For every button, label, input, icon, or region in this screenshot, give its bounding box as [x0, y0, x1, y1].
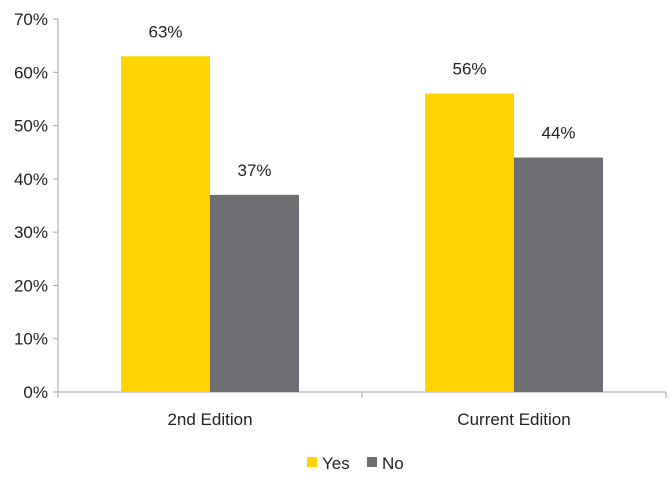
data-label: 44%: [541, 124, 575, 143]
bar-yes-1: [121, 56, 210, 393]
y-tick-label: 0%: [23, 383, 48, 402]
x-category-label: Current Edition: [457, 410, 570, 429]
legend: Yes No: [307, 454, 404, 473]
y-axis: 0% 10% 20% 30% 40% 50% 60% 70%: [14, 10, 59, 402]
x-category-label: 2nd Edition: [167, 410, 252, 429]
y-tick-label: 50%: [14, 117, 48, 136]
y-tick-label: 30%: [14, 223, 48, 242]
x-axis: 2nd Edition Current Edition: [57, 391, 667, 429]
data-label: 37%: [237, 161, 271, 180]
y-tick-label: 40%: [14, 170, 48, 189]
data-label: 56%: [452, 60, 486, 79]
bar-yes-2: [425, 93, 514, 392]
y-tick-label: 60%: [14, 63, 48, 82]
y-tick-label: 70%: [14, 10, 48, 29]
y-tick-label: 20%: [14, 276, 48, 295]
data-label: 63%: [148, 22, 182, 41]
legend-swatch-no: [367, 457, 377, 467]
y-tick-label: 10%: [14, 330, 48, 349]
legend-swatch-yes: [307, 457, 317, 467]
legend-label: Yes: [322, 454, 350, 473]
legend-label: No: [382, 454, 404, 473]
bar-no-1: [210, 194, 299, 392]
bars: [121, 56, 603, 393]
data-labels: 63% 37% 56% 44%: [148, 22, 575, 180]
bar-no-2: [514, 157, 603, 392]
